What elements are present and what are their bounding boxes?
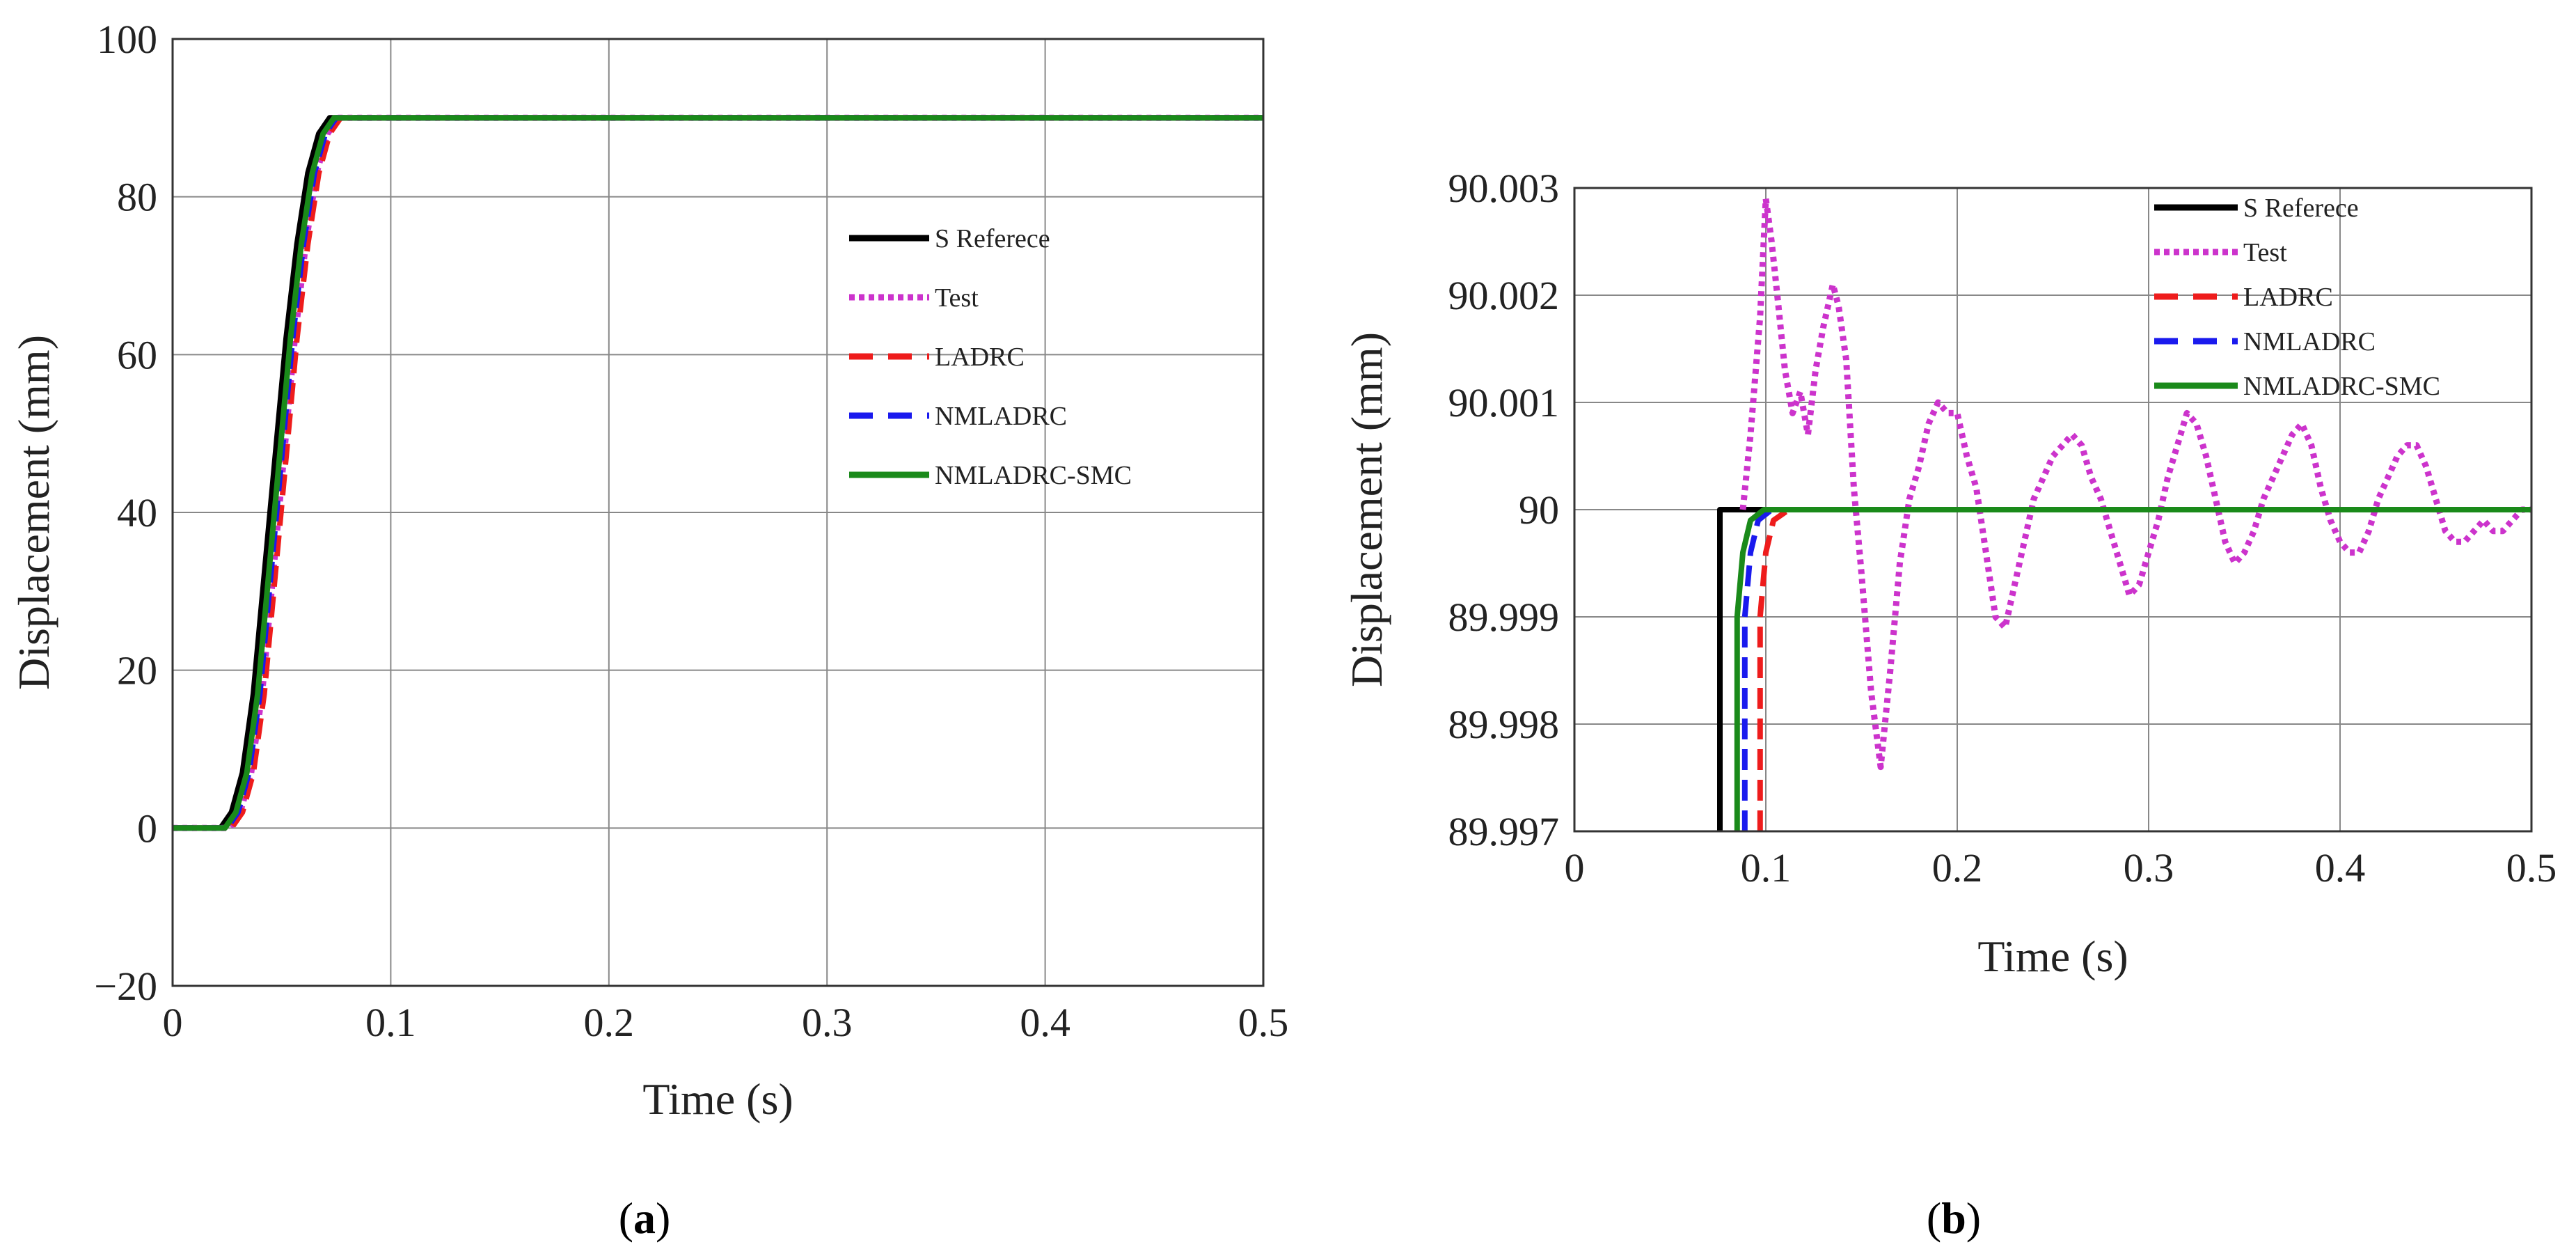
- x-axis-label: Time (s): [642, 1074, 793, 1124]
- legend-entry-label: NMLADRC: [935, 402, 1067, 431]
- legend-entry-label: Test: [935, 283, 979, 313]
- y-tick-label: 89.999: [1448, 595, 1560, 640]
- y-tick-label: 90.001: [1448, 380, 1560, 425]
- legend-entry-label: S Referece: [2243, 194, 2359, 223]
- y-tick-label: 80: [117, 175, 157, 220]
- legend: S Referece Test LADRC NMLADRC NMLADRC-SMC: [2154, 194, 2440, 401]
- y-tick-label: 20: [117, 648, 157, 693]
- legend-entry-label: NMLADRC-SMC: [2243, 372, 2440, 401]
- chart-panel-b: 0 0.1 0.2 0.3 0.4 0.5 89.997 89.998 89.999 90 90.0…: [1342, 166, 2557, 1243]
- y-tick-label: −20: [94, 964, 157, 1009]
- legend-entry-label: LADRC: [935, 343, 1025, 372]
- y-tick-label: 90.003: [1448, 166, 1560, 211]
- y-tick-label: 90.002: [1448, 273, 1560, 318]
- x-tick-label: 0.3: [2124, 845, 2174, 890]
- legend-entry-label: NMLADRC: [2243, 327, 2376, 356]
- x-axis-label: Time (s): [1977, 932, 2128, 981]
- legend-entry-label: Test: [2243, 238, 2287, 267]
- x-tick-label: 0.2: [1932, 845, 1983, 890]
- panel-caption: (a): [619, 1193, 671, 1243]
- y-tick-label: 100: [97, 17, 157, 62]
- y-tick-label: 89.997: [1448, 809, 1560, 854]
- x-tick-label: 0.4: [2315, 845, 2366, 890]
- x-tick-label: 0.1: [365, 1000, 416, 1045]
- plot-frame: [1573, 187, 2533, 833]
- series-line-nmladrc-smc: [173, 115, 1263, 831]
- legend-entry-label: S Referece: [935, 224, 1050, 253]
- series-line-ladrc: [1757, 507, 2531, 831]
- x-tick-label: 0.1: [1741, 845, 1792, 890]
- y-tick-label: 60: [117, 332, 157, 377]
- series-line-nmladrc: [1741, 507, 2531, 831]
- series-line-s-referece: [173, 115, 1263, 831]
- x-tick-label: 0: [1565, 845, 1585, 890]
- x-tick-label: 0.4: [1020, 1000, 1070, 1045]
- x-tick-label: 0.5: [2506, 845, 2557, 890]
- x-tick-label: 0.3: [802, 1000, 853, 1045]
- y-tick-label: 89.998: [1448, 702, 1560, 747]
- panel-caption: (b): [1927, 1193, 1981, 1243]
- y-tick-label: 0: [137, 806, 157, 851]
- x-tick-label: 0.5: [1238, 1000, 1289, 1045]
- legend-entry-label: LADRC: [2243, 283, 2333, 312]
- y-tick-label: 90: [1519, 487, 1559, 533]
- x-tick-label: 0: [163, 1000, 183, 1045]
- y-axis-label: Displacement (mm): [9, 335, 58, 690]
- plot-frame: [171, 38, 1265, 987]
- legend-entry-label: NMLADRC-SMC: [935, 461, 1132, 490]
- series-group: [1717, 195, 2531, 831]
- y-axis-label: Displacement (mm): [1342, 332, 1391, 687]
- legend: S Referece Test LADRC NMLADRC NMLADRC-SMC: [849, 224, 1132, 490]
- series-line-test: [1739, 195, 2531, 771]
- series-line-nmladrc-smc: [1734, 507, 2531, 831]
- y-tick-label: 40: [117, 490, 157, 535]
- x-tick-label: 0.2: [584, 1000, 635, 1045]
- series-group: [173, 114, 1263, 831]
